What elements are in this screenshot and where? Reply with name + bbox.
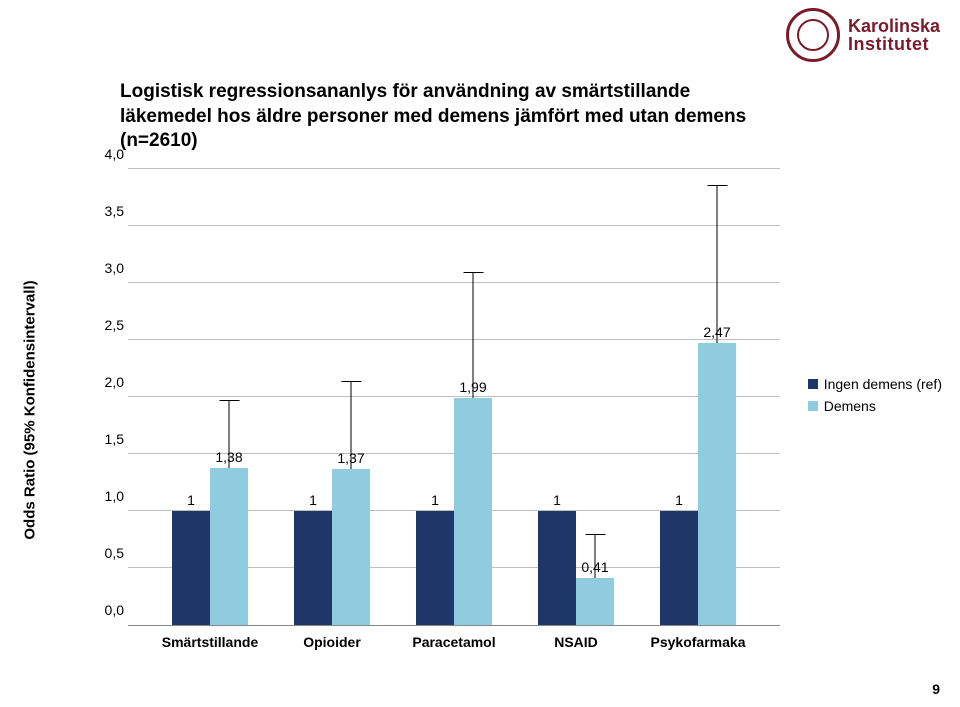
bar-label: 1,99 (459, 379, 486, 395)
y-tick-label: 3,5 (90, 203, 124, 219)
gridline (128, 168, 780, 169)
legend-label-dem: Demens (824, 398, 876, 414)
bar-ref: 1 (416, 511, 454, 625)
x-tick-label: Opioider (303, 634, 361, 650)
bar-ref: 1 (294, 511, 332, 625)
bar-dem: 2,47 (698, 343, 736, 625)
logo-line1: Karolinska (848, 17, 940, 35)
bar-label: 1 (431, 492, 439, 508)
x-tick-label: Paracetamol (412, 634, 495, 650)
y-tick-label: 2,5 (90, 317, 124, 333)
bar-label: 1,38 (215, 449, 242, 465)
gridline (128, 225, 780, 226)
legend-swatch-dem (808, 401, 818, 411)
bar-label: 0,41 (581, 559, 608, 575)
bar-dem: 1,99 (454, 398, 492, 625)
brand-logo: Karolinska Institutet (786, 8, 940, 62)
bar-label: 2,47 (703, 324, 730, 340)
error-cap (220, 400, 240, 401)
x-tick-label: Smärtstillande (162, 634, 258, 650)
page-number: 9 (932, 681, 940, 697)
y-tick-label: 1,5 (90, 431, 124, 447)
bar-label: 1,37 (337, 450, 364, 466)
bar-ref: 1 (172, 511, 210, 625)
error-cap (708, 185, 728, 186)
legend-label-ref: Ingen demens (ref) (824, 376, 942, 392)
bar-ref: 1 (538, 511, 576, 625)
legend-swatch-ref (808, 379, 818, 389)
bar-label: 1 (553, 492, 561, 508)
bar-dem: 1,37 (332, 469, 370, 625)
slide-title: Logistisk regressionsananlys för användn… (120, 80, 760, 154)
chart: Odds Ratio (95% Konfidensintervall) 0,00… (80, 170, 780, 650)
gridline (128, 339, 780, 340)
y-tick-label: 4,0 (90, 146, 124, 162)
bar-label: 1 (187, 492, 195, 508)
y-tick-label: 1,0 (90, 488, 124, 504)
y-tick-label: 0,5 (90, 545, 124, 561)
plot-area: 11,3811,3711,9910,4112,47 (128, 170, 780, 626)
logo-line2: Institutet (848, 35, 940, 53)
error-cap (586, 534, 606, 535)
y-tick-label: 2,0 (90, 374, 124, 390)
x-tick-label: NSAID (554, 634, 598, 650)
x-tick-label: Psykofarmaka (651, 634, 746, 650)
bar-label: 1 (675, 492, 683, 508)
gridline (128, 396, 780, 397)
legend: Ingen demens (ref) Demens (808, 370, 942, 420)
bar-dem: 1,38 (210, 468, 248, 625)
logo-seal-icon (786, 8, 840, 62)
y-tick-label: 0,0 (90, 602, 124, 618)
error-cap (342, 381, 362, 382)
gridline (128, 282, 780, 283)
legend-item-dem: Demens (808, 398, 942, 414)
bar-dem: 0,41 (576, 578, 614, 625)
y-tick-label: 3,0 (90, 260, 124, 276)
y-axis-title: Odds Ratio (95% Konfidensintervall) (22, 280, 39, 539)
logo-text: Karolinska Institutet (848, 17, 940, 53)
bar-label: 1 (309, 492, 317, 508)
error-cap (464, 272, 484, 273)
bar-ref: 1 (660, 511, 698, 625)
legend-item-ref: Ingen demens (ref) (808, 376, 942, 392)
